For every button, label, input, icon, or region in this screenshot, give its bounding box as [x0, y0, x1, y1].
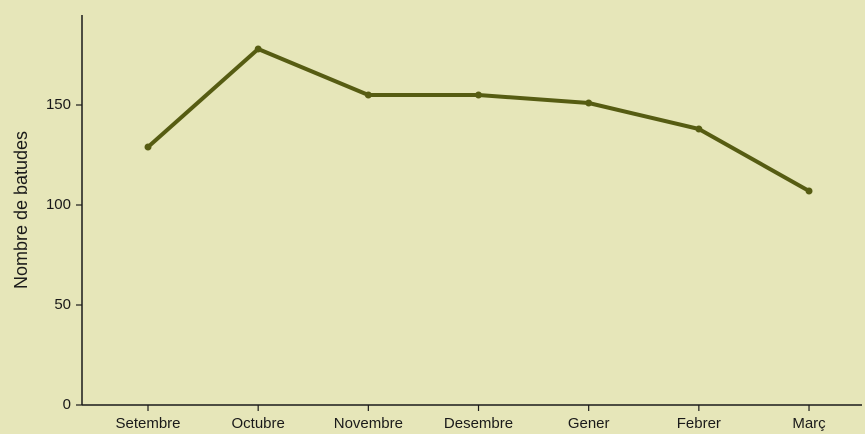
- x-tick-label: Gener: [568, 415, 610, 432]
- x-tick-label: Desembre: [444, 415, 513, 432]
- point: [144, 143, 152, 151]
- x-tick-label: Febrer: [677, 415, 721, 432]
- x-tick-label: Setembre: [115, 415, 180, 432]
- x-tick-label: Març: [792, 415, 826, 432]
- point: [364, 91, 372, 99]
- y-tick-label: 50: [54, 296, 71, 313]
- point: [254, 45, 262, 53]
- point: [805, 187, 813, 195]
- y-tick-label: 100: [46, 196, 71, 213]
- point: [585, 99, 593, 107]
- y-tick-label: 150: [46, 96, 71, 113]
- y-axis-label: Nombre de batudes: [11, 131, 31, 289]
- x-tick-label: Octubre: [231, 415, 284, 432]
- point: [475, 91, 483, 99]
- y-tick-label: 0: [63, 396, 71, 413]
- x-tick-label: Novembre: [334, 415, 403, 432]
- point: [695, 125, 703, 133]
